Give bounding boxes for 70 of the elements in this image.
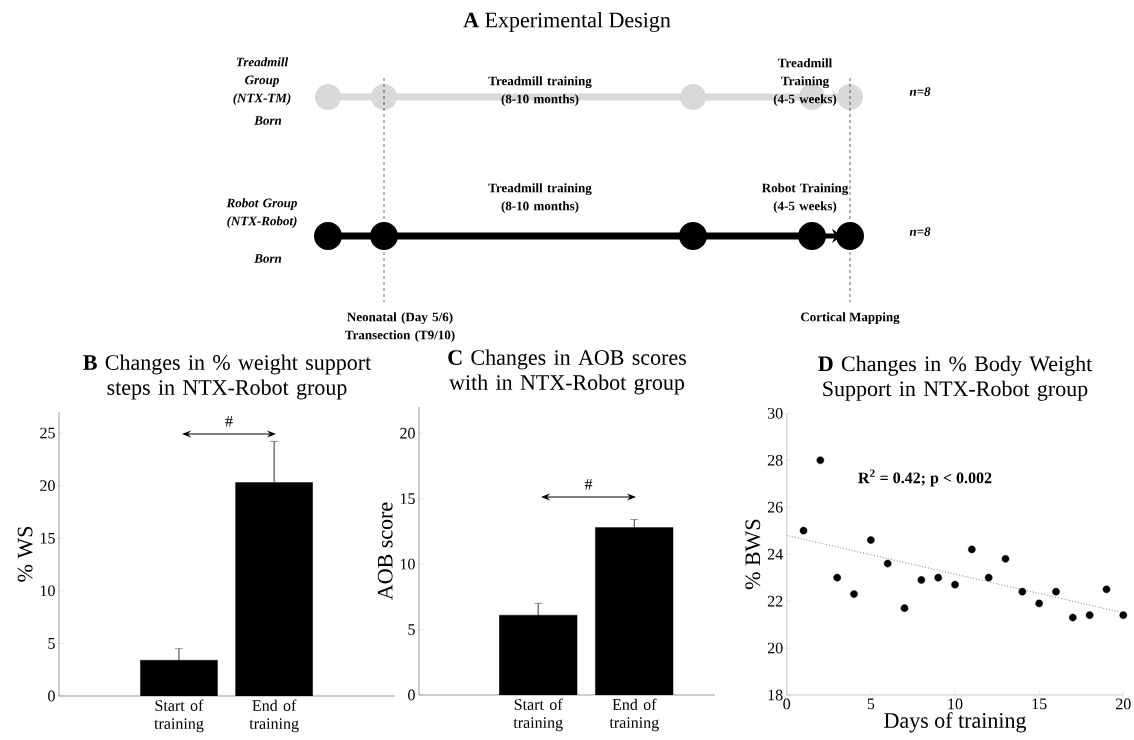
point bbox=[934, 573, 942, 582]
y-tick-label: 22 bbox=[767, 595, 783, 607]
y-tick-label: 15 bbox=[40, 532, 55, 544]
text: Neonatal (Day 5/6) Transection (T9/10) bbox=[345, 312, 455, 342]
y-axis-title: % BWS bbox=[745, 519, 761, 590]
x-tick-label: 15 bbox=[1032, 698, 1047, 710]
y-tick-label: 0 bbox=[408, 689, 415, 701]
x-tick-label: End of training bbox=[249, 699, 299, 733]
point bbox=[850, 590, 858, 598]
x-tick-label: End of training bbox=[609, 698, 659, 732]
text: Robot Training (4-5 weeks) bbox=[762, 183, 849, 213]
point bbox=[1052, 587, 1060, 596]
point bbox=[883, 559, 892, 568]
text: Treadmill Training (4-5 weeks) bbox=[773, 58, 837, 106]
annotation: # bbox=[584, 478, 593, 490]
text: Treadmill training (8-10 months) bbox=[488, 76, 592, 106]
y-tick-label: 5 bbox=[48, 638, 55, 649]
y-tick-label: 28 bbox=[767, 454, 783, 466]
y-axis-title: AOB score bbox=[377, 502, 393, 600]
annotation: # bbox=[225, 415, 233, 427]
point bbox=[951, 580, 959, 589]
point bbox=[984, 573, 993, 582]
text: Born bbox=[254, 254, 282, 263]
text: Robot Group (NTX-Robot) bbox=[226, 198, 297, 228]
point bbox=[799, 526, 808, 535]
x-tick-label: 20 bbox=[1116, 698, 1131, 710]
y-axis-title: % WS bbox=[17, 526, 33, 582]
point bbox=[917, 576, 926, 584]
text: A Experimental Design bbox=[463, 11, 671, 33]
y-tick-label: 0 bbox=[48, 690, 55, 702]
text: n=8 bbox=[909, 227, 931, 236]
y-tick-label: 20 bbox=[40, 480, 55, 492]
x-tick-label: Start of training bbox=[154, 699, 204, 733]
text: Treadmill training (8-10 months) bbox=[488, 183, 592, 213]
y-tick-label: 10 bbox=[400, 558, 415, 570]
y-tick-label: 15 bbox=[400, 493, 415, 504]
x-tick-label: Start of training bbox=[513, 698, 563, 732]
x-tick-label: 0 bbox=[783, 698, 791, 710]
y-tick-label: 24 bbox=[767, 548, 783, 560]
point bbox=[1119, 611, 1128, 619]
y-tick-label: 25 bbox=[40, 427, 55, 439]
x-tick-label: 10 bbox=[948, 698, 963, 710]
y-tick-label: 20 bbox=[400, 427, 415, 439]
chart-title: D Changes in % Body Weight Support in NTX-Robot group bbox=[818, 355, 1093, 401]
y-tick-label: 30 bbox=[767, 407, 783, 419]
annotation: R$^{2}$ = 0.42; p < 0.002 bbox=[858, 469, 992, 487]
y-tick-label: 20 bbox=[767, 642, 783, 654]
point bbox=[1001, 555, 1010, 563]
point bbox=[867, 536, 875, 544]
y-tick-label: 5 bbox=[408, 624, 415, 635]
point bbox=[968, 545, 976, 554]
point bbox=[900, 604, 909, 612]
chart-title: C Changes in AOB scores with in NTX-Robot group bbox=[448, 349, 686, 395]
text: Treadmill Group (NTX-TM) bbox=[233, 57, 291, 105]
text: n=8 bbox=[909, 87, 931, 96]
text: Born bbox=[254, 116, 282, 125]
point bbox=[1035, 599, 1043, 608]
point bbox=[1102, 585, 1111, 594]
x-tick-label: 5 bbox=[867, 698, 875, 710]
point bbox=[833, 573, 841, 582]
point bbox=[816, 456, 825, 465]
chart-title: B Changes in % weight support steps in NTX-Robot group bbox=[83, 354, 372, 400]
text: Cortical Mapping bbox=[800, 312, 900, 325]
y-tick-label: 26 bbox=[767, 501, 783, 513]
y-tick-label: 10 bbox=[40, 585, 55, 597]
y-tick-label: 18 bbox=[768, 689, 783, 701]
point bbox=[1069, 613, 1077, 622]
x-axis-title: Days of training bbox=[884, 712, 1027, 733]
point bbox=[1085, 611, 1094, 619]
point bbox=[1018, 587, 1027, 596]
